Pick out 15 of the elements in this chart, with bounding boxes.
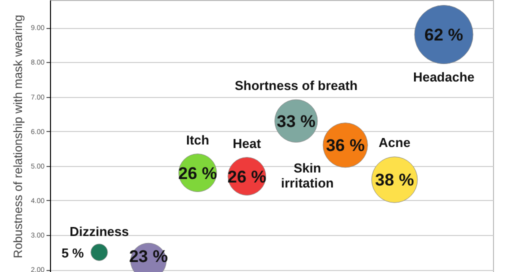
series-label: Itch [186, 132, 210, 148]
series-label: Dizziness [70, 224, 129, 239]
data-label: 62 % [424, 26, 464, 45]
series-label: Acne [378, 134, 410, 150]
series-label: Heat [232, 136, 262, 151]
series-label: Headache [413, 70, 474, 85]
data-label: 26 % [228, 167, 266, 186]
data-label: 5 % [61, 245, 84, 260]
data-label: 38 % [375, 170, 414, 190]
series-label: Skin irritation [280, 160, 334, 190]
data-label: 33 % [276, 112, 316, 131]
data-label: 26 % [178, 164, 218, 183]
y-axis-title: Robustness of relationship with mask wearing [10, 14, 25, 258]
series-label: Shortness of breath [234, 78, 358, 93]
data-label: 36 % [326, 136, 365, 156]
